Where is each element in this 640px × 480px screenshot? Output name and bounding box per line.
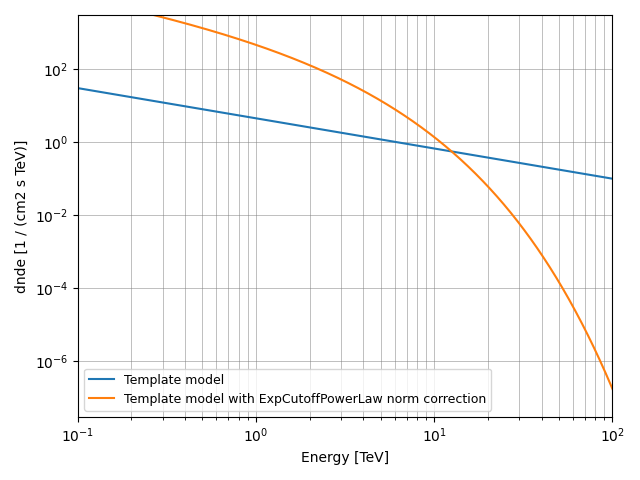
Template model with ExpCutoffPowerLaw norm correction [609,386,616,392]
Template model [129,95,136,100]
Template model [290,122,298,128]
Template model with ExpCutoffPowerLaw norm correction [290,56,298,62]
Line: Template model with ExpCutoffPowerLaw norm correction: Template model with ExpCutoffPowerLaw no… [78,0,612,389]
Template model with ExpCutoffPowerLaw norm correction [310,64,317,70]
X-axis label: Energy [TeV]: Energy [TeV] [301,451,389,465]
Line: Template model: Template model [78,88,612,179]
Template model [491,156,499,162]
Template model with ExpCutoffPowerLaw norm correction [500,202,508,208]
Template model with ExpCutoffPowerLaw norm correction [491,191,499,197]
Template model with ExpCutoffPowerLaw norm correction [441,143,449,149]
Template model [609,176,616,181]
Legend: Template model, Template model with ExpCutoffPowerLaw norm correction: Template model, Template model with ExpC… [84,369,492,411]
Template model [74,85,82,91]
Template model [441,147,449,153]
Template model [500,157,508,163]
Template model with ExpCutoffPowerLaw norm correction [129,7,136,12]
Template model [310,125,317,131]
Y-axis label: dnde [1 / (cm2 s TeV)]: dnde [1 / (cm2 s TeV)] [15,139,29,293]
